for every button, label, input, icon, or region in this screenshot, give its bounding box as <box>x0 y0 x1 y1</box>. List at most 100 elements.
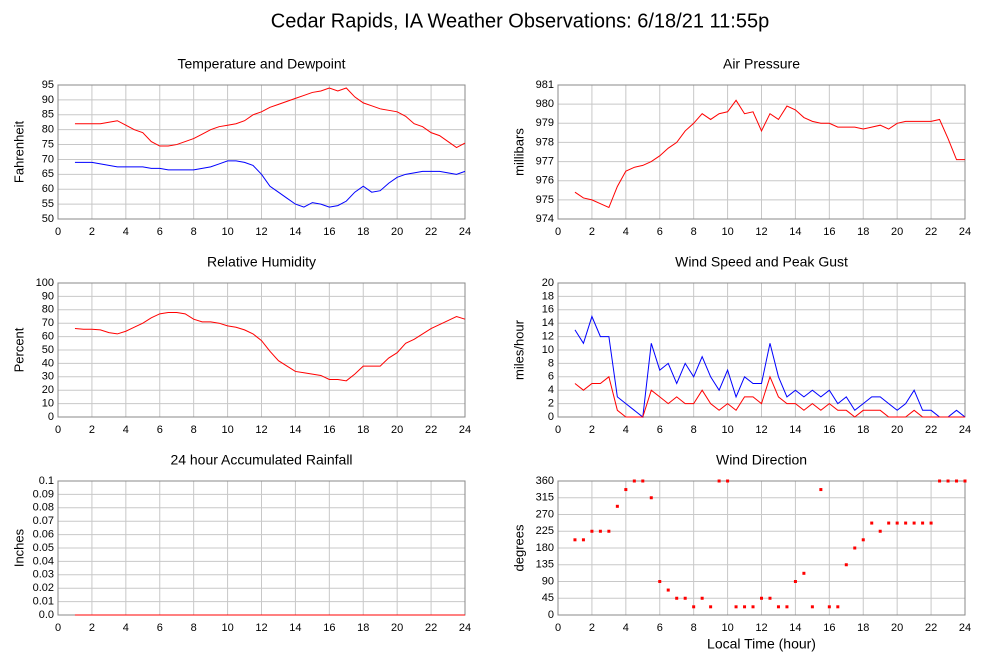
panel-title: 24 hour Accumulated Rainfall <box>170 452 352 468</box>
x-tick-label: 20 <box>891 226 903 238</box>
x-tick-label: 4 <box>623 226 629 238</box>
x-tick-label: 8 <box>191 226 197 238</box>
y-tick-label: 14 <box>542 317 554 329</box>
y-tick-label: 0 <box>48 411 54 423</box>
x-tick-label: 8 <box>691 424 697 436</box>
x-tick-label: 2 <box>89 424 95 436</box>
y-tick-label: 6 <box>548 371 554 383</box>
x-tick-label: 4 <box>623 424 629 436</box>
x-tick-label: 24 <box>459 424 471 436</box>
y-tick-label: 100 <box>36 277 54 289</box>
data-point <box>904 521 908 525</box>
x-tick-label: 6 <box>157 226 163 238</box>
x-tick-label: 14 <box>289 424 301 436</box>
x-tick-label: 18 <box>857 226 869 238</box>
y-tick-label: 0.02 <box>33 582 54 594</box>
x-tick-label: 12 <box>755 226 767 238</box>
x-tick-label: 6 <box>657 622 663 634</box>
panel-title: Relative Humidity <box>207 254 316 270</box>
data-point <box>870 521 874 525</box>
y-tick-label: 0.0 <box>39 609 54 621</box>
data-point <box>598 529 602 533</box>
data-point <box>946 479 950 483</box>
y-tick-label: 60 <box>42 183 54 195</box>
x-tick-label: 10 <box>721 226 733 238</box>
x-tick-label: 24 <box>959 226 971 238</box>
y-tick-label: 0.03 <box>33 569 54 581</box>
x-tick-label: 12 <box>755 622 767 634</box>
data-point <box>827 605 831 609</box>
x-axis-label: Local Time (hour) <box>707 636 816 652</box>
plot-frame <box>557 84 966 220</box>
x-tick-label: 14 <box>789 622 801 634</box>
plot-frame <box>57 84 466 220</box>
x-tick-label: 0 <box>555 424 561 436</box>
y-tick-label: 4 <box>548 384 554 396</box>
y-tick-label: 0.05 <box>33 542 54 554</box>
x-tick-label: 10 <box>721 622 733 634</box>
x-tick-label: 20 <box>391 226 403 238</box>
y-tick-label: 90 <box>42 290 54 302</box>
x-tick-label: 2 <box>589 424 595 436</box>
data-point <box>726 479 730 483</box>
x-tick-label: 24 <box>459 226 471 238</box>
data-point <box>641 479 645 483</box>
data-point <box>776 605 780 609</box>
x-tick-label: 20 <box>891 622 903 634</box>
y-tick-label: 0.06 <box>33 529 54 541</box>
data-point <box>938 479 942 483</box>
data-point <box>853 546 857 550</box>
x-tick-label: 10 <box>221 424 233 436</box>
data-point <box>861 538 865 542</box>
data-point <box>607 529 611 533</box>
data-point <box>836 605 840 609</box>
x-tick-label: 24 <box>959 424 971 436</box>
y-tick-label: 980 <box>536 98 554 110</box>
data-point <box>963 479 967 483</box>
y-tick-label: 0.01 <box>33 596 54 608</box>
y-axis-label: Fahrenheit <box>11 121 26 184</box>
y-tick-label: 75 <box>42 138 54 150</box>
y-tick-label: 45 <box>542 592 554 604</box>
x-tick-label: 18 <box>857 424 869 436</box>
data-point <box>955 479 959 483</box>
data-point <box>751 605 755 609</box>
panel-title: Air Pressure <box>723 56 800 72</box>
x-tick-label: 22 <box>925 226 937 238</box>
y-tick-label: 18 <box>542 290 554 302</box>
y-tick-label: 8 <box>548 357 554 369</box>
y-tick-label: 30 <box>42 371 54 383</box>
y-tick-label: 974 <box>536 213 554 225</box>
y-tick-label: 975 <box>536 194 554 206</box>
data-point <box>929 521 933 525</box>
x-tick-label: 20 <box>391 424 403 436</box>
y-axis-label: degrees <box>511 524 526 571</box>
y-tick-label: 80 <box>42 124 54 136</box>
data-point <box>734 605 738 609</box>
data-point <box>887 521 891 525</box>
y-axis-label: Inches <box>11 528 26 567</box>
y-axis-label: miles/hour <box>511 319 526 380</box>
x-tick-label: 4 <box>123 424 129 436</box>
y-tick-label: 976 <box>536 175 554 187</box>
x-tick-label: 12 <box>255 424 267 436</box>
y-tick-label: 16 <box>542 304 554 316</box>
y-tick-label: 315 <box>536 492 554 504</box>
data-point <box>573 538 577 542</box>
x-tick-label: 22 <box>425 424 437 436</box>
x-tick-label: 16 <box>323 622 335 634</box>
y-tick-label: 70 <box>42 153 54 165</box>
data-point <box>700 596 704 600</box>
y-tick-label: 20 <box>42 384 54 396</box>
x-tick-label: 6 <box>657 424 663 436</box>
data-point <box>666 588 670 592</box>
x-tick-label: 2 <box>589 622 595 634</box>
x-tick-label: 10 <box>221 226 233 238</box>
x-tick-label: 22 <box>425 622 437 634</box>
panel-title: Wind Direction <box>716 452 807 468</box>
data-point <box>802 571 806 575</box>
x-tick-label: 6 <box>157 424 163 436</box>
data-point <box>760 596 763 600</box>
x-tick-label: 18 <box>357 622 369 634</box>
